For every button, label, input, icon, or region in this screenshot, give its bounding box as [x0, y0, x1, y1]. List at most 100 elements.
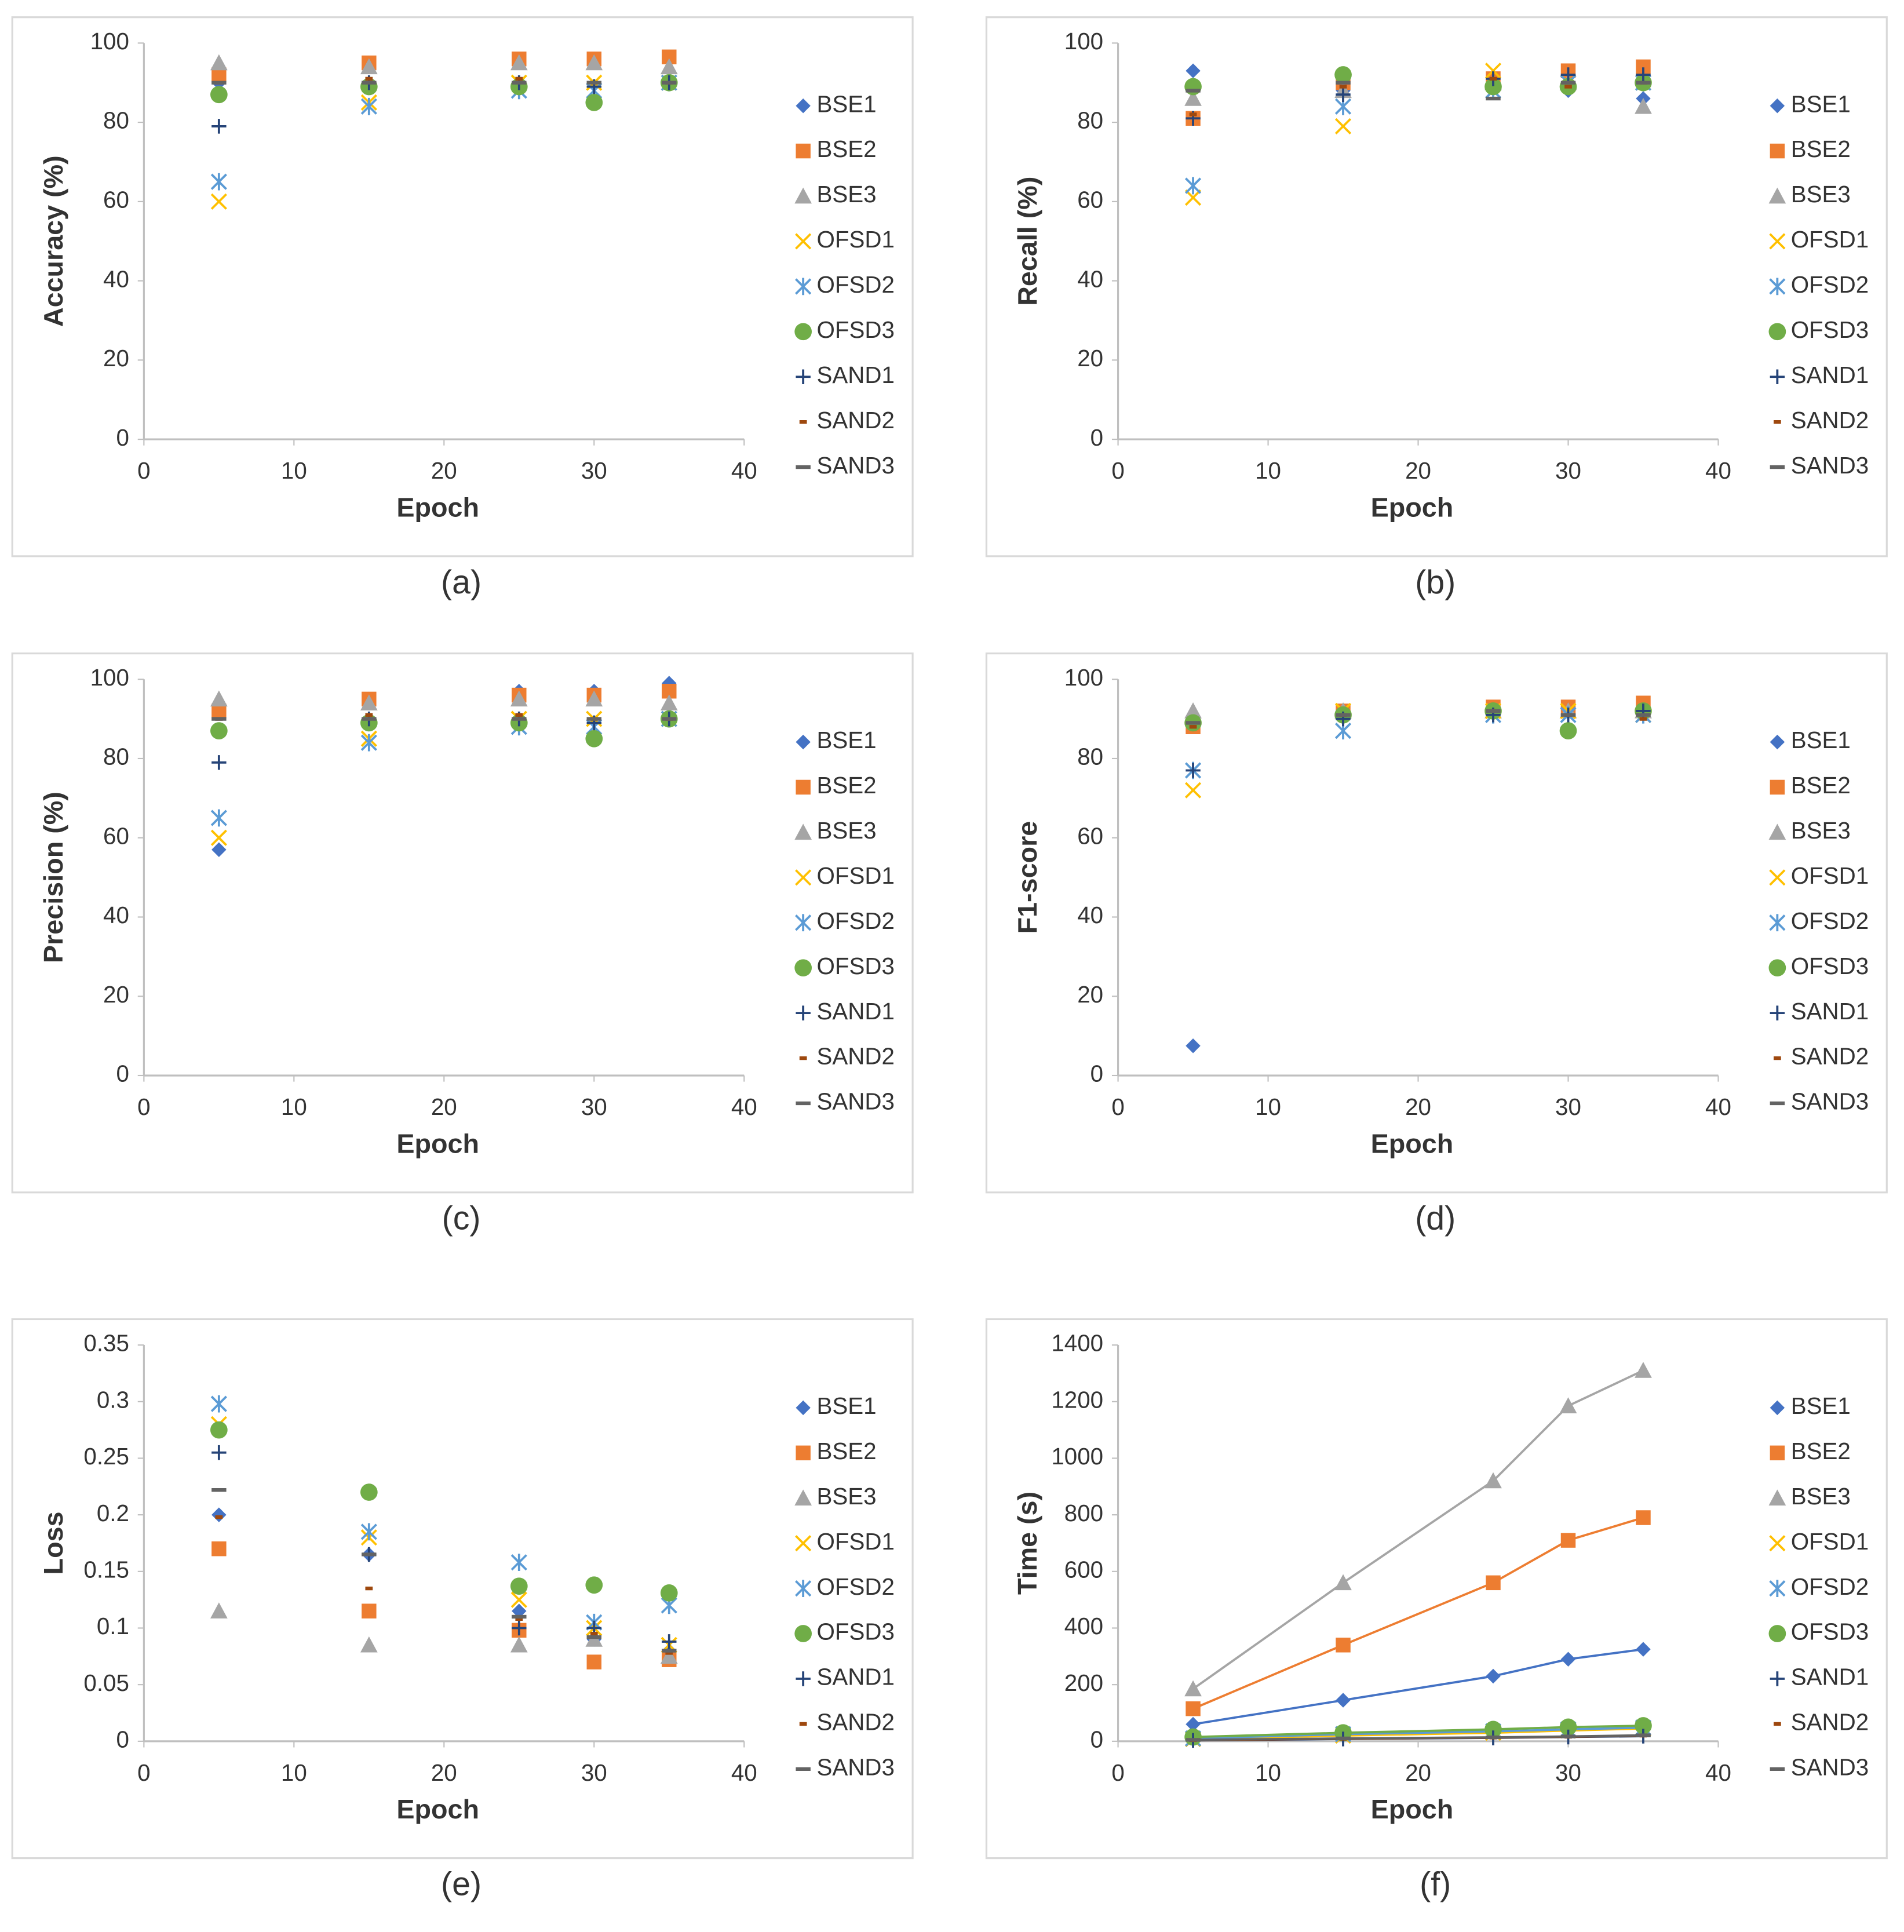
- marker: [1484, 1720, 1502, 1738]
- x-tick-label: 40: [731, 1759, 757, 1786]
- legend-label: SAND2: [1791, 1043, 1869, 1070]
- marker: [795, 914, 812, 932]
- panel-border: [985, 652, 1888, 1194]
- chart-panel: 0 20 40 60 80 100 0 10 20 30 40 Epoch Recall (%) (b) B…: [985, 16, 1888, 601]
- x-tick-label: 10: [1255, 1759, 1281, 1786]
- legend-label: OFSD2: [1791, 1573, 1869, 1600]
- marker: [1635, 1717, 1652, 1734]
- marker: [1186, 763, 1201, 778]
- legend-label: OFSD2: [816, 907, 894, 934]
- marker: [1768, 323, 1786, 341]
- x-tick-label: 40: [731, 1093, 757, 1120]
- y-tick-label: 0.05: [83, 1669, 129, 1696]
- marker: [360, 694, 378, 710]
- marker: [585, 94, 603, 111]
- marker: [585, 54, 603, 71]
- y-axis-title: Loss: [38, 1511, 68, 1574]
- marker: [1334, 66, 1352, 83]
- legend-label: SAND3: [816, 1088, 894, 1115]
- chart-panel: 0 0.05 0.1 0.15 0.2 0.25 0.3 0.35 0 10 20 30 40 Epoch…: [11, 1318, 914, 1903]
- marker: [1770, 1445, 1785, 1461]
- legend-label: OFSD3: [1791, 316, 1869, 343]
- chart-panel: 0 20 40 60 80 100 0 10 20 30 40 Epoch Accuracy (%) (a…: [11, 16, 914, 601]
- y-tick-label: 20: [103, 345, 129, 371]
- marker: [1560, 1533, 1576, 1548]
- legend-label: SAND3: [816, 1754, 894, 1780]
- marker: [585, 730, 603, 748]
- marker: [1184, 702, 1202, 719]
- marker: [1768, 1625, 1786, 1642]
- y-tick-label: 0.25: [83, 1443, 129, 1470]
- marker: [1484, 63, 1502, 79]
- marker: [211, 1445, 227, 1460]
- marker: [1184, 90, 1202, 106]
- marker: [1769, 1535, 1786, 1552]
- y-tick-label: 0: [1090, 1726, 1103, 1752]
- legend-label: SAND2: [816, 407, 894, 433]
- legend-label: OFSD1: [1791, 1528, 1869, 1555]
- legend-label: BSE1: [816, 727, 876, 753]
- y-tick-label: 0: [116, 1060, 129, 1087]
- marker: [1770, 779, 1785, 795]
- panel-border: [11, 16, 914, 557]
- chart-panel: 0 20 40 60 80 100 0 10 20 30 40 Epoch F1-score (d) BSE…: [985, 652, 1888, 1237]
- marker: [1184, 782, 1202, 799]
- marker: [1769, 914, 1786, 932]
- y-tick-label: 0.35: [83, 1330, 129, 1357]
- x-tick-label: 30: [1555, 1759, 1581, 1786]
- marker: [1336, 1638, 1351, 1653]
- marker: [1186, 1038, 1201, 1054]
- marker: [1769, 1580, 1786, 1597]
- x-tick-label: 20: [431, 457, 457, 484]
- y-tick-label: 0: [116, 1726, 129, 1752]
- legend-label: SAND1: [816, 998, 894, 1025]
- x-tick-label: 40: [1705, 457, 1731, 484]
- marker: [210, 193, 227, 210]
- caption: (a): [441, 564, 482, 601]
- marker: [362, 1603, 377, 1618]
- legend-label: SAND1: [816, 362, 894, 388]
- legend-label: SAND1: [816, 1664, 894, 1690]
- legend-label: OFSD3: [816, 316, 894, 343]
- marker: [795, 233, 812, 250]
- legend-label: SAND2: [816, 1709, 894, 1736]
- marker: [1336, 1693, 1351, 1708]
- legend-label: BSE3: [816, 181, 876, 207]
- marker: [1559, 1718, 1577, 1736]
- marker: [360, 734, 377, 752]
- legend-label: OFSD2: [816, 271, 894, 298]
- marker: [211, 842, 227, 857]
- y-tick-label: 1200: [1051, 1386, 1103, 1413]
- legend-label: BSE2: [1791, 1438, 1851, 1464]
- y-tick-label: 40: [1077, 265, 1103, 292]
- y-tick-label: 20: [103, 981, 129, 1008]
- legend-label: BSE2: [816, 1438, 876, 1464]
- marker: [1184, 189, 1202, 206]
- marker: [794, 959, 812, 977]
- legend-label: BSE3: [816, 817, 876, 844]
- x-tick-label: 30: [1555, 457, 1581, 484]
- marker: [1769, 233, 1786, 250]
- marker: [1768, 823, 1786, 840]
- y-tick-label: 60: [1077, 822, 1103, 849]
- x-axis-title: Epoch: [1371, 492, 1454, 522]
- x-tick-label: 0: [1111, 1093, 1124, 1120]
- caption: (e): [441, 1866, 482, 1903]
- marker: [510, 690, 528, 707]
- marker: [360, 97, 377, 115]
- marker: [796, 143, 811, 159]
- marker: [1769, 278, 1786, 296]
- x-tick-label: 0: [1111, 1759, 1124, 1786]
- marker: [1768, 959, 1786, 977]
- legend-label: BSE1: [1791, 727, 1851, 753]
- panel-border: [985, 16, 1888, 557]
- marker: [1336, 87, 1351, 102]
- panel-border: [11, 1318, 914, 1860]
- marker: [360, 1523, 377, 1541]
- marker: [794, 1625, 812, 1642]
- y-tick-label: 40: [103, 265, 129, 292]
- y-axis-title: Time (s): [1012, 1492, 1042, 1595]
- marker: [1769, 869, 1786, 886]
- y-tick-label: 0: [116, 424, 129, 451]
